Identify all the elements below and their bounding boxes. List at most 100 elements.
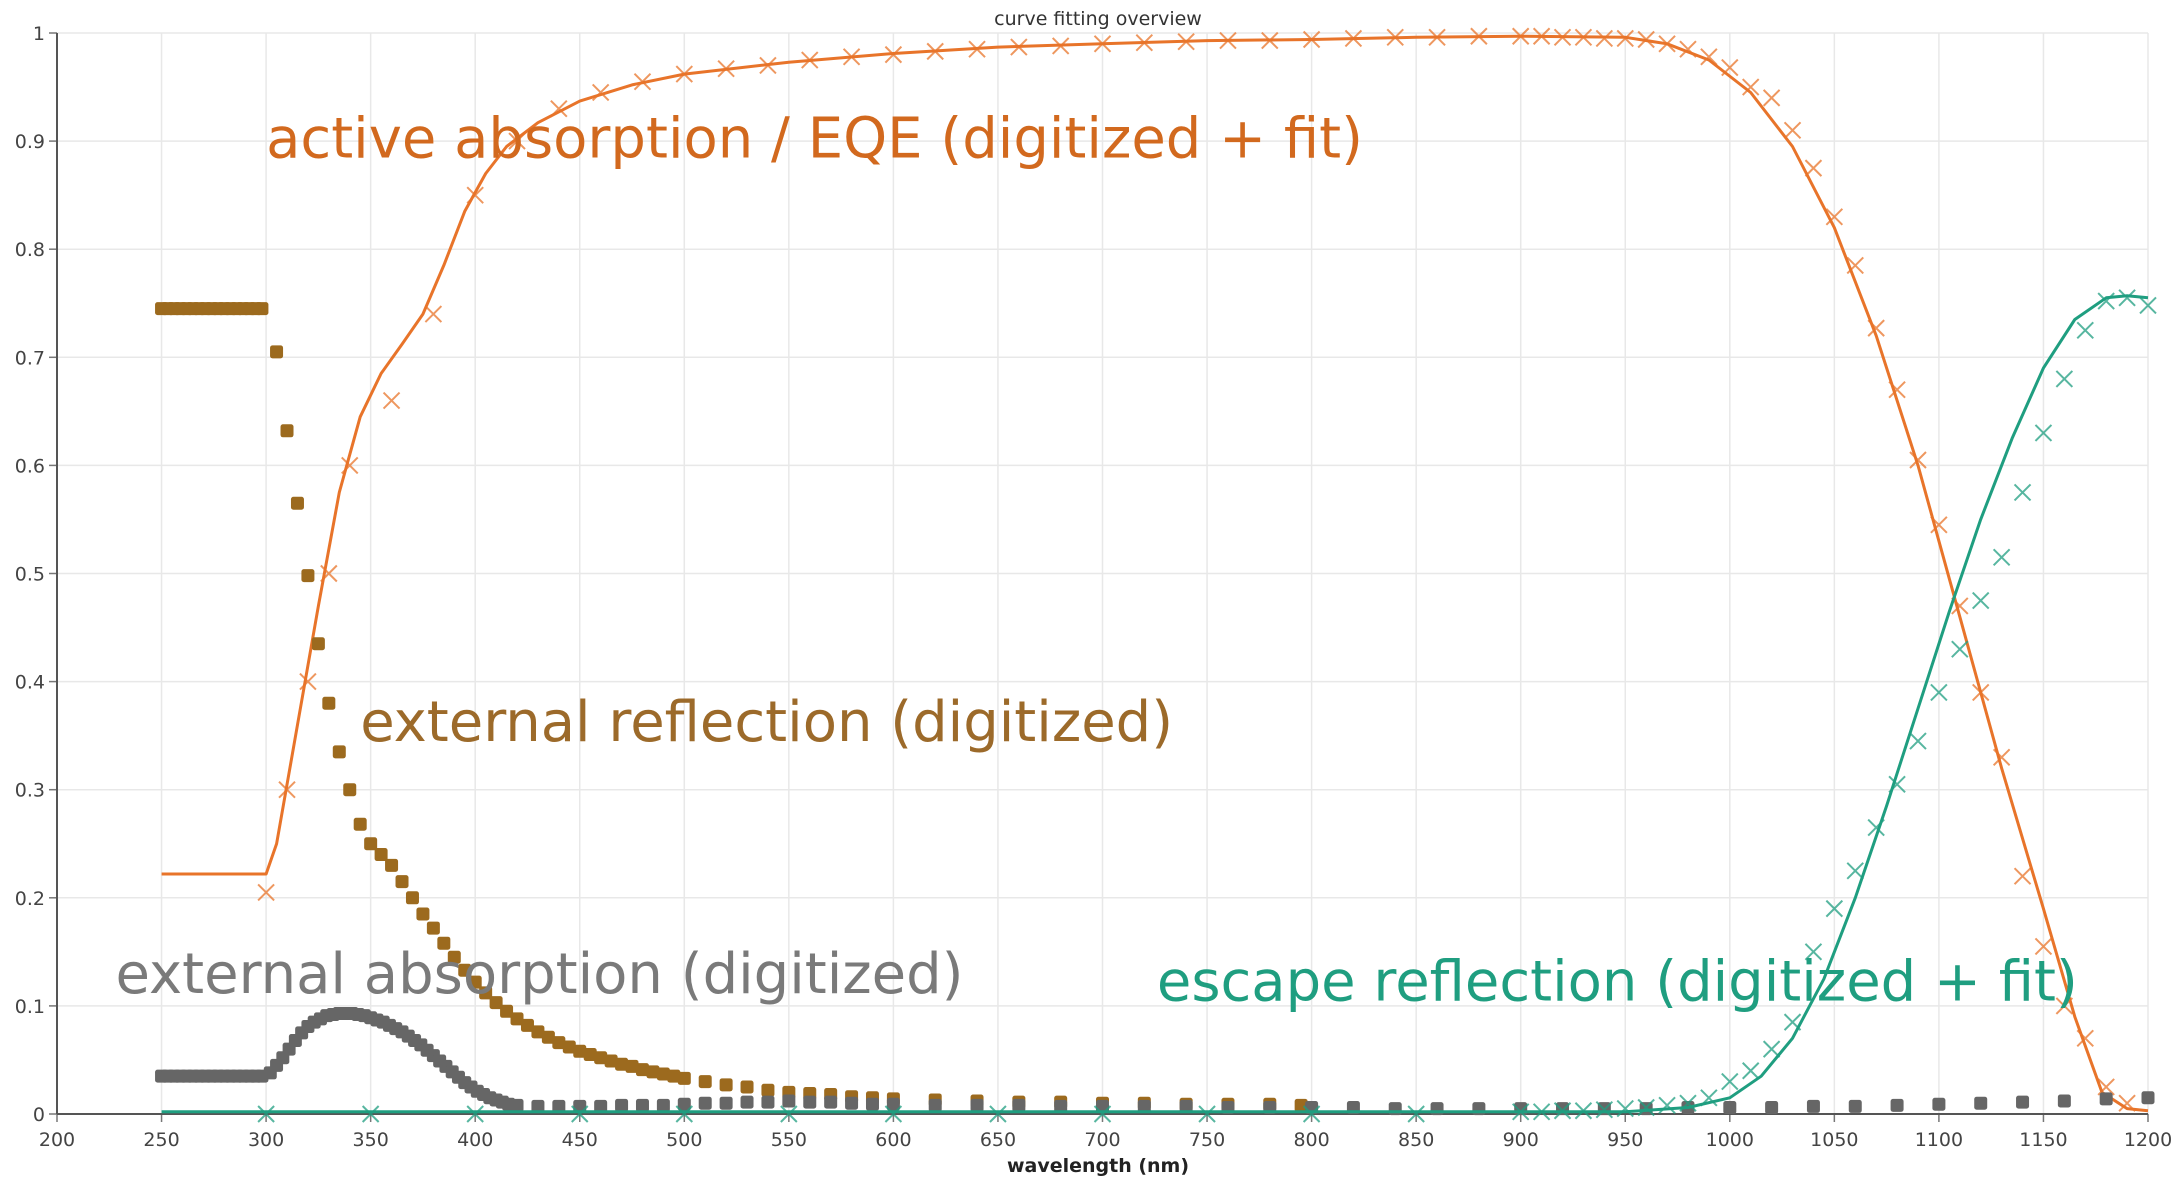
data-point bbox=[801, 51, 819, 69]
data-point bbox=[926, 42, 944, 61]
data-point bbox=[1511, 1103, 1530, 1121]
data-point bbox=[299, 672, 317, 691]
data-point bbox=[886, 1097, 900, 1111]
data-point bbox=[1595, 29, 1614, 48]
data-point bbox=[382, 391, 401, 410]
data-point bbox=[531, 1099, 545, 1113]
x-tick-label: 450 bbox=[562, 1129, 598, 1151]
data-point bbox=[510, 1098, 524, 1112]
data-point bbox=[257, 1105, 275, 1123]
x-tick-label: 300 bbox=[248, 1129, 284, 1151]
data-point bbox=[479, 986, 493, 1000]
data-point bbox=[1804, 943, 1823, 961]
data-point bbox=[573, 1044, 587, 1058]
data-point bbox=[591, 83, 610, 102]
data-point bbox=[1637, 30, 1655, 49]
data-point bbox=[531, 1025, 545, 1039]
series-square-2 bbox=[155, 302, 1308, 1112]
data-point bbox=[1012, 1098, 1026, 1112]
data-point bbox=[759, 56, 777, 75]
data-point bbox=[1762, 89, 1781, 107]
data-point bbox=[1972, 591, 1990, 610]
data-point bbox=[625, 1059, 639, 1073]
data-point bbox=[458, 963, 472, 977]
data-point bbox=[1909, 732, 1927, 750]
y-tick-label: 0.6 bbox=[15, 455, 45, 477]
data-point bbox=[1261, 31, 1279, 50]
data-point bbox=[1658, 1096, 1676, 1115]
data-point bbox=[1825, 899, 1844, 918]
x-tick-label: 1200 bbox=[2124, 1129, 2172, 1151]
data-point bbox=[550, 99, 568, 118]
data-point bbox=[2118, 289, 2136, 307]
data-point bbox=[1553, 1102, 1572, 1120]
data-point bbox=[2097, 1078, 2115, 1096]
data-point bbox=[278, 780, 296, 799]
x-tick-label: 650 bbox=[980, 1129, 1016, 1151]
data-point bbox=[1574, 1102, 1593, 1120]
y-tick-label: 0.8 bbox=[15, 239, 45, 261]
x-tick-label: 1050 bbox=[1810, 1129, 1858, 1151]
data-point bbox=[635, 1098, 649, 1112]
data-point bbox=[2076, 321, 2094, 339]
data-point bbox=[1294, 1098, 1308, 1112]
series-line bbox=[161, 294, 2149, 1114]
data-point bbox=[1888, 381, 1906, 399]
data-point bbox=[1972, 683, 1990, 702]
data-point bbox=[520, 1018, 534, 1032]
series-line-4 bbox=[161, 294, 2149, 1114]
data-point bbox=[1783, 121, 1802, 139]
data-point bbox=[968, 40, 986, 58]
data-point bbox=[341, 456, 359, 475]
data-point bbox=[928, 1098, 942, 1112]
data-point bbox=[332, 745, 346, 759]
x-tick-label: 750 bbox=[1189, 1129, 1225, 1151]
data-point bbox=[1574, 28, 1593, 47]
data-point bbox=[2016, 1095, 2030, 1109]
data-point bbox=[698, 1075, 712, 1089]
data-point bbox=[510, 1012, 524, 1026]
x-tick-label: 600 bbox=[875, 1129, 911, 1151]
data-point bbox=[1428, 28, 1446, 47]
data-point bbox=[1511, 27, 1530, 45]
data-point bbox=[1054, 1099, 1068, 1113]
data-point bbox=[255, 302, 269, 316]
y-tick-label: 0.4 bbox=[15, 672, 45, 694]
data-point bbox=[1010, 38, 1028, 56]
data-point bbox=[1909, 451, 1927, 469]
y-tick-label: 0.3 bbox=[15, 780, 45, 802]
data-point bbox=[343, 783, 357, 797]
data-point bbox=[424, 305, 443, 323]
data-point bbox=[508, 132, 526, 150]
data-point bbox=[1219, 31, 1237, 50]
data-point bbox=[594, 1051, 608, 1065]
data-point bbox=[1765, 1101, 1779, 1115]
data-point bbox=[322, 696, 336, 710]
data-point bbox=[656, 1067, 670, 1081]
data-point bbox=[1930, 683, 1948, 702]
data-point bbox=[865, 1097, 879, 1111]
annotation-label: external reflection (digitized) bbox=[360, 690, 1173, 755]
data-point bbox=[633, 72, 652, 91]
data-point bbox=[562, 1040, 576, 1054]
data-point bbox=[782, 1094, 796, 1108]
data-point bbox=[1890, 1098, 1904, 1112]
data-point bbox=[361, 1105, 380, 1123]
data-point bbox=[364, 837, 378, 851]
data-point bbox=[1848, 1099, 1862, 1113]
y-tick-label: 1 bbox=[33, 23, 45, 45]
data-point bbox=[385, 858, 399, 872]
data-point bbox=[1992, 748, 2011, 766]
data-point bbox=[1932, 1097, 1946, 1111]
data-point bbox=[1742, 1062, 1760, 1080]
data-point bbox=[1679, 1094, 1697, 1112]
annotation-label: active absorption / EQE (digitized + fit… bbox=[266, 106, 1363, 171]
data-point bbox=[761, 1083, 775, 1097]
data-point bbox=[780, 1105, 798, 1123]
y-tick-label: 0.1 bbox=[15, 996, 45, 1018]
data-point bbox=[290, 496, 304, 510]
data-point bbox=[1470, 27, 1488, 45]
data-point bbox=[842, 48, 861, 66]
